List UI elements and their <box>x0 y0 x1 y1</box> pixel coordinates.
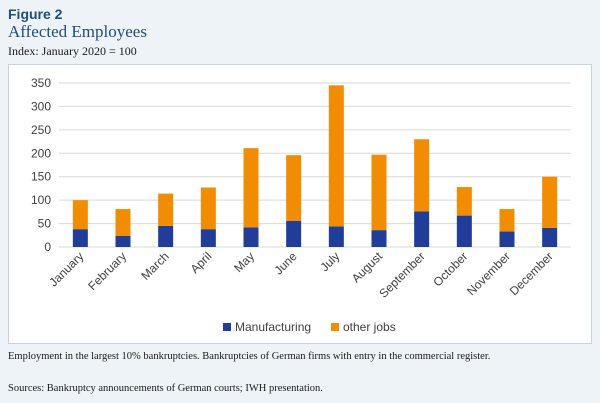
figure-label: Figure 2 <box>8 6 63 22</box>
x-tick-label: January <box>46 249 86 289</box>
figure-source: Sources: Bankruptcy announcements of Ger… <box>8 383 323 394</box>
bar-other-jobs <box>328 85 344 227</box>
bar-other-jobs <box>72 200 88 230</box>
x-tick-label: June <box>271 249 300 278</box>
bar-other-jobs <box>414 139 430 212</box>
x-tick-label: February <box>85 249 129 293</box>
legend: Manufacturing other jobs <box>223 320 396 334</box>
bar-manufacturing <box>414 211 430 247</box>
y-tick-label: 100 <box>31 193 51 207</box>
x-tick-label: September <box>376 249 427 300</box>
y-tick-label: 350 <box>31 76 51 90</box>
x-tick-label: November <box>464 249 513 298</box>
bar-manufacturing <box>328 226 344 247</box>
bar-manufacturing <box>371 230 387 247</box>
bar-manufacturing <box>286 220 302 247</box>
bars <box>72 85 558 247</box>
y-tick-label: 150 <box>31 170 51 184</box>
bar-manufacturing <box>200 229 216 247</box>
bar-other-jobs <box>200 187 216 230</box>
x-tick-label: July <box>317 249 342 274</box>
bar-other-jobs <box>286 155 302 221</box>
y-tick-label: 50 <box>38 217 52 231</box>
bar-manufacturing <box>115 235 131 247</box>
legend-swatch-manufacturing <box>223 323 231 331</box>
y-axis-ticks: 0 50 100 150 200 250 300 350 <box>31 76 51 254</box>
legend-swatch-other-jobs <box>331 323 339 331</box>
bar-other-jobs <box>456 187 472 216</box>
grid-lines <box>59 82 571 248</box>
bar-manufacturing <box>243 227 259 247</box>
x-tick-label: March <box>138 249 171 282</box>
legend-label-other-jobs: other jobs <box>343 320 396 334</box>
x-tick-label: August <box>349 249 386 286</box>
x-tick-label: October <box>430 249 470 289</box>
bar-other-jobs <box>158 193 174 226</box>
bar-manufacturing <box>158 225 174 247</box>
x-tick-label: April <box>188 249 215 276</box>
y-tick-label: 300 <box>31 99 51 113</box>
bar-manufacturing <box>456 215 472 247</box>
legend-label-manufacturing: Manufacturing <box>235 320 311 334</box>
bar-other-jobs <box>499 209 515 232</box>
y-tick-label: 0 <box>44 240 51 254</box>
bar-manufacturing <box>499 231 515 247</box>
figure-subtitle: Index: January 2020 = 100 <box>8 44 137 58</box>
bar-other-jobs <box>243 148 259 228</box>
bar-other-jobs <box>371 154 387 231</box>
bar-other-jobs <box>542 176 558 228</box>
bar-manufacturing <box>542 227 558 247</box>
figure-note: Employment in the largest 10% bankruptci… <box>8 351 491 362</box>
y-tick-label: 200 <box>31 146 51 160</box>
x-tick-label: May <box>231 249 257 275</box>
figure-title: Affected Employees <box>8 22 147 41</box>
bar-manufacturing <box>72 229 88 247</box>
x-tick-label: December <box>507 249 556 298</box>
bar-other-jobs <box>115 209 131 236</box>
y-tick-label: 250 <box>31 123 51 137</box>
chart-container: 0 50 100 150 200 250 300 350 January February Mar… <box>8 64 592 344</box>
